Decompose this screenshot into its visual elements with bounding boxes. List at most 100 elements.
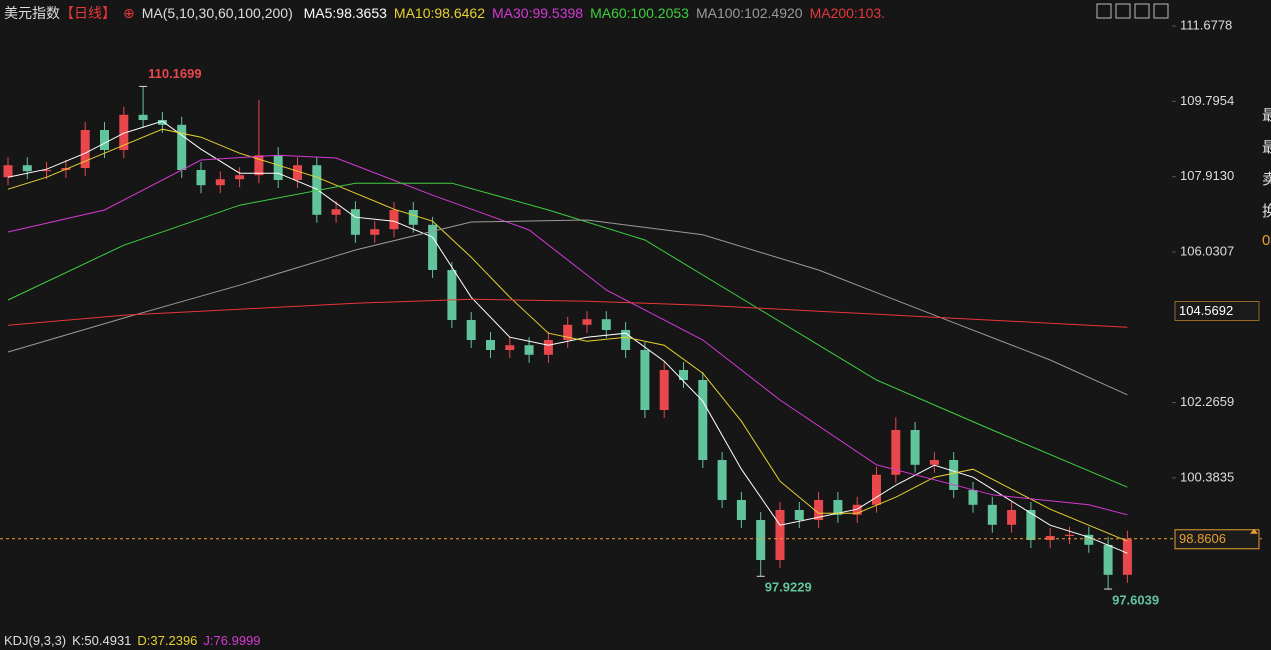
candle-body <box>119 114 129 150</box>
candle-body <box>466 320 476 340</box>
ma-legend: MA30:99.5398 <box>492 5 584 21</box>
kdj-value: J:76.9999 <box>203 633 261 648</box>
candle-body <box>389 210 399 230</box>
candle-body <box>852 504 862 515</box>
candle-body <box>177 124 187 170</box>
y-tick-label: 109.7954 <box>1180 93 1234 108</box>
header: 美元指数【日线】 ⊕ MA(5,10,30,60,100,200) MA5:98.3… <box>4 3 892 23</box>
candle-body <box>1122 538 1132 575</box>
candle-body <box>640 350 650 410</box>
candle-body <box>428 224 438 270</box>
candle-body <box>80 130 90 168</box>
indicator: MA(5,10,30,60,100,200) <box>141 5 293 21</box>
candle-body <box>601 319 611 330</box>
marker-price-label: 104.5692 <box>1179 303 1233 318</box>
price-arrow <box>1250 528 1258 534</box>
side-text: 卖 <box>1262 171 1271 188</box>
ma-line <box>7 128 1128 542</box>
y-tick-label: 111.6778 <box>1180 18 1232 33</box>
candle-body <box>505 345 515 350</box>
ma-line <box>7 298 1128 328</box>
candle-body <box>756 520 766 560</box>
y-tick-label: 100.3835 <box>1180 469 1234 484</box>
candle-body <box>698 380 708 460</box>
candle-body <box>1045 536 1055 540</box>
candle-body <box>42 170 52 172</box>
ma-legend: MA5:98.3653 <box>303 5 387 21</box>
candle-body <box>447 270 457 320</box>
candle-body <box>659 370 669 410</box>
candle-body <box>235 175 245 180</box>
candle-body <box>1007 510 1017 525</box>
high-label: 110.1699 <box>148 66 202 81</box>
settings-icon[interactable]: ⊕ <box>123 5 135 21</box>
candle-body <box>794 510 804 520</box>
side-text: 最 <box>1262 107 1271 124</box>
candle-body <box>910 430 920 465</box>
kdj-value: D:37.2396 <box>137 633 198 648</box>
ma-line <box>7 219 1128 396</box>
period[interactable]: 【日线】 <box>60 5 116 21</box>
candle-body <box>293 165 302 180</box>
candle-body <box>524 345 534 355</box>
y-tick-label: 107.9130 <box>1180 168 1234 183</box>
candle-body <box>543 340 553 355</box>
candle-body <box>582 319 592 325</box>
tool-icon[interactable] <box>1134 3 1150 19</box>
ma-legend: MA10:98.6462 <box>393 5 485 21</box>
candle-body <box>775 510 785 560</box>
marker-price-box <box>1174 301 1260 321</box>
candle-body <box>312 165 322 215</box>
tool-icon[interactable] <box>1115 3 1131 19</box>
kdj-value: K:50.4931 <box>72 633 132 648</box>
candle-body <box>350 209 360 235</box>
candle-body <box>621 330 631 350</box>
candle-body <box>1026 510 1036 540</box>
candle-body <box>1065 534 1074 536</box>
candle-body <box>987 504 997 525</box>
ma-legend: MA200:103. <box>809 5 886 21</box>
ma-line <box>7 154 1128 516</box>
last-price-label: 98.8606 <box>1179 531 1226 546</box>
candle-body <box>196 170 206 186</box>
ma-legend: MA100:102.4920 <box>695 5 803 21</box>
candle-body <box>814 500 824 520</box>
candle-body <box>100 130 109 150</box>
candle-body <box>22 165 32 172</box>
candle-body <box>949 460 959 490</box>
candle-body <box>736 500 746 520</box>
candle-body <box>3 165 13 178</box>
side-text: 换 <box>1262 203 1271 220</box>
candle-body <box>331 209 341 215</box>
candle-body <box>138 114 148 120</box>
candle-body <box>833 500 843 515</box>
last-price-box <box>1174 529 1260 550</box>
candle-body <box>215 179 225 186</box>
tool-icon[interactable] <box>1153 3 1169 19</box>
candle-body <box>408 210 418 225</box>
ma-line <box>7 120 1128 554</box>
candle-body <box>157 120 167 125</box>
ma-line <box>7 182 1128 488</box>
candle-body <box>486 340 495 350</box>
toolbar <box>1096 3 1169 19</box>
ma-legend: MA60:100.2053 <box>590 5 689 21</box>
low-label: 97.6039 <box>1112 592 1159 607</box>
y-tick-label: 106.0307 <box>1180 243 1234 258</box>
title: 美元指数 <box>4 5 60 21</box>
candle-body <box>929 460 939 465</box>
candle-body <box>1103 544 1113 575</box>
kdj-legend: KDJ(9,3,3) K:50.4931 D:37.2396 J:76.9999 <box>4 633 267 648</box>
side-panel: 最最卖换 0 <box>1262 104 1271 264</box>
candle-body <box>717 460 727 500</box>
candle-body <box>273 155 283 180</box>
candle-body <box>254 155 264 176</box>
tool-icon[interactable] <box>1096 3 1112 19</box>
candle-body <box>679 370 688 380</box>
candle-body <box>968 490 978 505</box>
candle-body <box>1084 534 1094 545</box>
y-tick-label: 102.2659 <box>1180 394 1234 409</box>
side-text: 最 <box>1262 139 1271 156</box>
